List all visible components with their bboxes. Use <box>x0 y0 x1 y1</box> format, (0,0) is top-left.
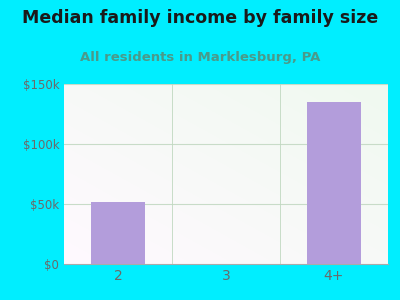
Bar <box>307 102 361 264</box>
Text: All residents in Marklesburg, PA: All residents in Marklesburg, PA <box>80 51 320 64</box>
Bar <box>91 202 145 264</box>
Text: Median family income by family size: Median family income by family size <box>22 9 378 27</box>
